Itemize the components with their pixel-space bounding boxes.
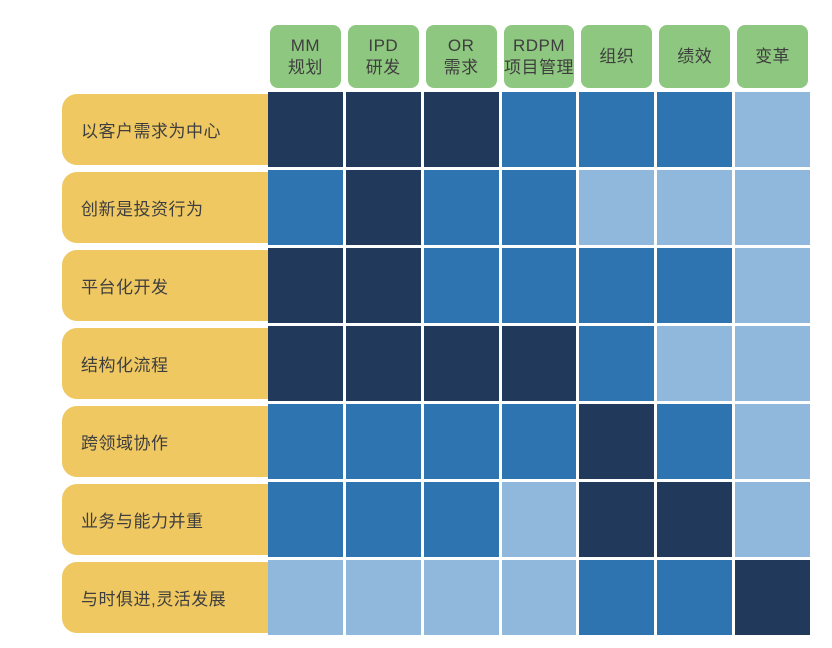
column-header: IPD 研发 [347, 25, 419, 88]
heatmap-cell [345, 92, 421, 167]
heatmap-cell [423, 248, 499, 323]
heatmap-cell [501, 326, 577, 401]
row-header: 跨领域协作 [62, 406, 268, 477]
heatmap-cell [735, 92, 810, 167]
heatmap-cell [657, 404, 733, 479]
heatmap-cell [579, 560, 655, 635]
row-header: 创新是投资行为 [62, 172, 268, 243]
column-headers: MM 规划 IPD 研发 OR 需求 RDPM 项目管理 组织 绩效 变革 [268, 25, 810, 88]
heatmap-cell [735, 326, 810, 401]
row-header: 业务与能力并重 [62, 484, 268, 555]
heatmap-cell [268, 248, 343, 323]
heatmap-cell [423, 92, 499, 167]
heatmap-cell [579, 170, 655, 245]
heatmap-cell [268, 482, 343, 557]
heatmap-cell [735, 248, 810, 323]
heatmap-cell [501, 560, 577, 635]
heatmap-cell [345, 170, 421, 245]
heatmap-cell [268, 170, 343, 245]
row-header: 结构化流程 [62, 328, 268, 399]
column-header: 组织 [581, 25, 653, 88]
heatmap-cell [657, 560, 733, 635]
heatmap-cell [345, 404, 421, 479]
heatmap-cell [579, 248, 655, 323]
heatmap-grid [268, 92, 810, 635]
column-header: OR 需求 [425, 25, 497, 88]
heatmap-cell [268, 404, 343, 479]
heatmap-cell [657, 248, 733, 323]
heatmap-cell [268, 560, 343, 635]
column-header: 绩效 [659, 25, 731, 88]
row-header: 与时俱进,灵活发展 [62, 562, 268, 633]
heatmap-cell [735, 482, 810, 557]
heatmap-cell [657, 482, 733, 557]
heatmap-cell [345, 482, 421, 557]
heatmap-cell [735, 404, 810, 479]
heatmap-cell [423, 560, 499, 635]
heatmap-cell [423, 404, 499, 479]
heatmap-cell [345, 326, 421, 401]
heatmap-cell [501, 92, 577, 167]
heatmap-cell [579, 404, 655, 479]
heatmap-cell [501, 170, 577, 245]
heatmap-cell [657, 92, 733, 167]
row-headers: 以客户需求为中心 创新是投资行为 平台化开发 结构化流程 跨领域协作 业务与能力并重 与时俱… [62, 92, 268, 635]
column-header: MM 规划 [270, 25, 341, 88]
heatmap-cell [268, 326, 343, 401]
row-header: 以客户需求为中心 [62, 94, 268, 165]
heatmap-cell [735, 560, 810, 635]
heatmap-cell [735, 170, 810, 245]
heatmap-cell [268, 92, 343, 167]
heatmap-cell [345, 560, 421, 635]
column-header: RDPM 项目管理 [503, 25, 575, 88]
heatmap-cell [423, 482, 499, 557]
heatmap-cell [579, 92, 655, 167]
heatmap-cell [501, 248, 577, 323]
heatmap-cell [657, 170, 733, 245]
heatmap-cell [579, 482, 655, 557]
row-header: 平台化开发 [62, 250, 268, 321]
heatmap-cell [579, 326, 655, 401]
heatmap-cell [501, 482, 577, 557]
heatmap-cell [345, 248, 421, 323]
heatmap-cell [657, 326, 733, 401]
heatmap-cell [501, 404, 577, 479]
heatmap-cell [423, 170, 499, 245]
heatmap-cell [423, 326, 499, 401]
column-header: 变革 [737, 25, 808, 88]
